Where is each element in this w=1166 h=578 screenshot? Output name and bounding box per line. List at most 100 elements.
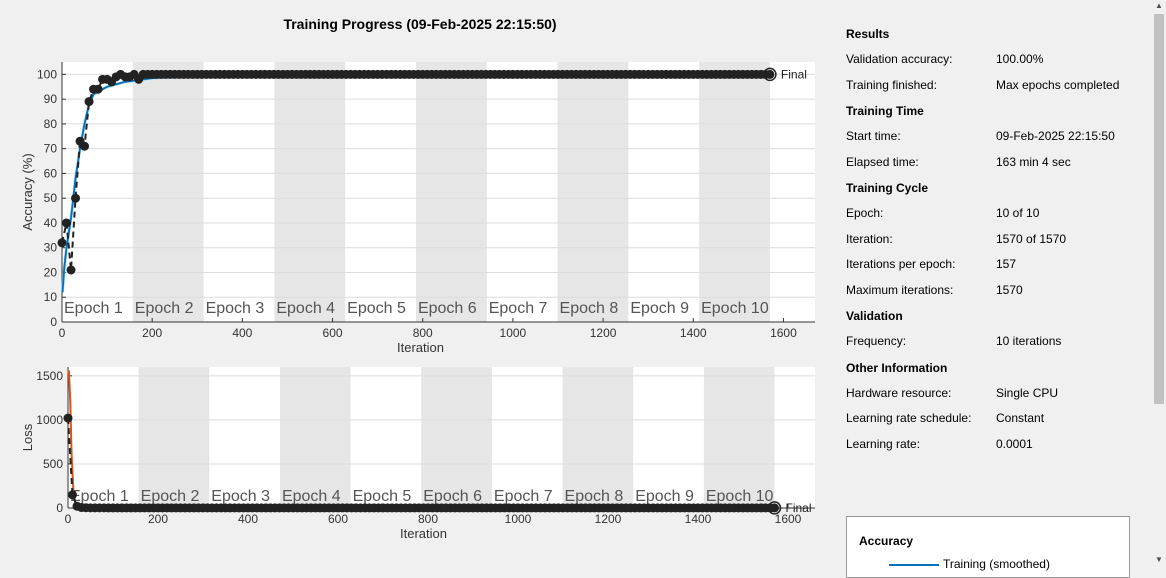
validation-point — [84, 97, 94, 107]
legend-training-line-icon — [889, 564, 939, 566]
epoch-band — [138, 367, 210, 508]
y-tick-label: 20 — [44, 265, 58, 279]
info-label: Start time: — [846, 129, 901, 143]
info-value: 1570 — [996, 282, 1023, 297]
info-label: Maximum iterations: — [846, 282, 954, 297]
final-label: Final — [786, 501, 812, 515]
info-value: 10 of 10 — [996, 206, 1040, 220]
y-axis-title: Loss — [20, 423, 35, 451]
y-tick-label: 100 — [37, 67, 57, 81]
epoch-label: Epoch 10 — [701, 300, 769, 317]
validation-point — [770, 503, 779, 513]
section-title: Training Time — [846, 104, 924, 118]
epoch-label: Epoch 8 — [565, 488, 624, 505]
y-tick-label: 0 — [56, 501, 63, 515]
epoch-label: Epoch 7 — [494, 488, 553, 505]
epoch-band — [274, 62, 346, 322]
x-tick-label: 0 — [59, 326, 66, 340]
epoch-label: Epoch 3 — [206, 300, 265, 317]
y-tick-label: 60 — [44, 166, 58, 180]
y-tick-label: 0 — [50, 315, 57, 329]
validation-point — [62, 218, 72, 228]
y-tick-label: 10 — [44, 290, 58, 304]
epoch-band — [421, 367, 492, 508]
epoch-band — [132, 62, 204, 322]
x-tick-label: 800 — [418, 512, 438, 526]
epoch-label: Epoch 5 — [347, 300, 406, 317]
info-value: 1570 of 1570 — [996, 231, 1067, 246]
y-tick-label: 70 — [44, 142, 58, 156]
x-tick-label: 1400 — [680, 326, 707, 340]
epoch-label: Epoch 2 — [141, 488, 200, 505]
epoch-band — [562, 367, 634, 508]
training-progress-title: Training Progress (09-Feb-2025 22:15:50) — [283, 16, 557, 32]
info-label: Learning rate: — [846, 436, 921, 451]
x-tick-label: 400 — [238, 512, 258, 526]
y-tick-label: 1000 — [36, 413, 63, 427]
legend-entry-training-smoothed: Training (smoothed) — [943, 557, 1050, 571]
info-value: Constant — [996, 411, 1045, 425]
loss-chart: Epoch 1 Epoch 2 Epoch 3 Epoch 4 Epoch 5 Epoch… — [20, 367, 815, 541]
validation-point — [80, 141, 90, 151]
vertical-scrollbar[interactable]: ▲ ▼ — [1152, 0, 1166, 568]
info-value: 100.00% — [996, 52, 1044, 66]
scroll-up-arrow-icon[interactable]: ▲ — [1155, 1, 1163, 10]
validation-point — [66, 265, 76, 275]
info-label: Iterations per epoch: — [846, 257, 956, 271]
epoch-label: Epoch 10 — [706, 488, 774, 505]
x-tick-label: 1200 — [595, 512, 622, 526]
final-marker — [767, 501, 782, 515]
accuracy-legend: Accuracy Training (smoothed) — [846, 516, 1130, 578]
info-label: Epoch: — [846, 206, 884, 220]
info-label: Training finished: — [846, 77, 937, 92]
info-label: Hardware resource: — [846, 385, 952, 400]
info-value: Max epochs completed — [996, 77, 1120, 92]
epoch-label: Epoch 6 — [423, 488, 482, 505]
epoch-label: Epoch 8 — [560, 300, 619, 317]
accuracy-chart: Epoch 1 Epoch 2 Epoch 3 Epoch 4 Epoch 5 Epoch… — [20, 62, 815, 355]
info-value: 0.0001 — [996, 436, 1033, 451]
validation-point — [63, 413, 73, 423]
y-tick-label: 80 — [44, 117, 58, 131]
y-tick-label: 90 — [44, 92, 58, 106]
info-value: Single CPU — [996, 385, 1059, 400]
info-label: Iteration: — [846, 231, 893, 246]
epoch-band — [279, 367, 351, 508]
info-label: Frequency: — [846, 334, 907, 348]
epoch-label: Epoch 9 — [630, 300, 689, 317]
x-tick-label: 1200 — [590, 326, 617, 340]
x-tick-label: 600 — [328, 512, 348, 526]
epoch-label: Epoch 3 — [211, 488, 270, 505]
y-tick-label: 500 — [43, 457, 63, 471]
epoch-label: Epoch 1 — [64, 300, 123, 317]
validation-point — [68, 490, 77, 500]
x-tick-label: 1600 — [775, 512, 802, 526]
final-marker — [763, 67, 777, 82]
epoch-label: Epoch 2 — [135, 300, 194, 317]
info-label: Validation accuracy: — [846, 52, 953, 66]
validation-point — [71, 193, 81, 203]
info-value: 10 iterations — [996, 334, 1062, 348]
x-tick-label: 200 — [142, 326, 162, 340]
scroll-thumb[interactable] — [1154, 14, 1164, 404]
info-label: Elapsed time: — [846, 154, 919, 169]
epoch-label: Epoch 4 — [276, 300, 335, 317]
epoch-band — [415, 62, 487, 322]
x-tick-label: 200 — [148, 512, 168, 526]
x-tick-label: 0 — [65, 512, 72, 526]
epoch-band — [703, 367, 775, 508]
scroll-down-arrow-icon[interactable]: ▼ — [1155, 555, 1163, 564]
info-value: 09-Feb-2025 22:15:50 — [996, 129, 1115, 143]
section-title: Other Information — [846, 360, 948, 375]
x-axis-title: Iteration — [400, 526, 447, 541]
epoch-label: Epoch 9 — [635, 488, 694, 505]
y-tick-label: 50 — [44, 191, 58, 205]
epoch-label: Epoch 7 — [489, 300, 548, 317]
section-title: Validation — [846, 309, 903, 323]
epoch-band — [699, 62, 770, 322]
epoch-label: Epoch 1 — [70, 488, 129, 505]
legend-title: Accuracy — [859, 534, 914, 548]
x-axis-title: Iteration — [397, 340, 444, 355]
y-axis-title: Accuracy (%) — [20, 153, 35, 230]
y-tick-label: 40 — [44, 216, 58, 230]
